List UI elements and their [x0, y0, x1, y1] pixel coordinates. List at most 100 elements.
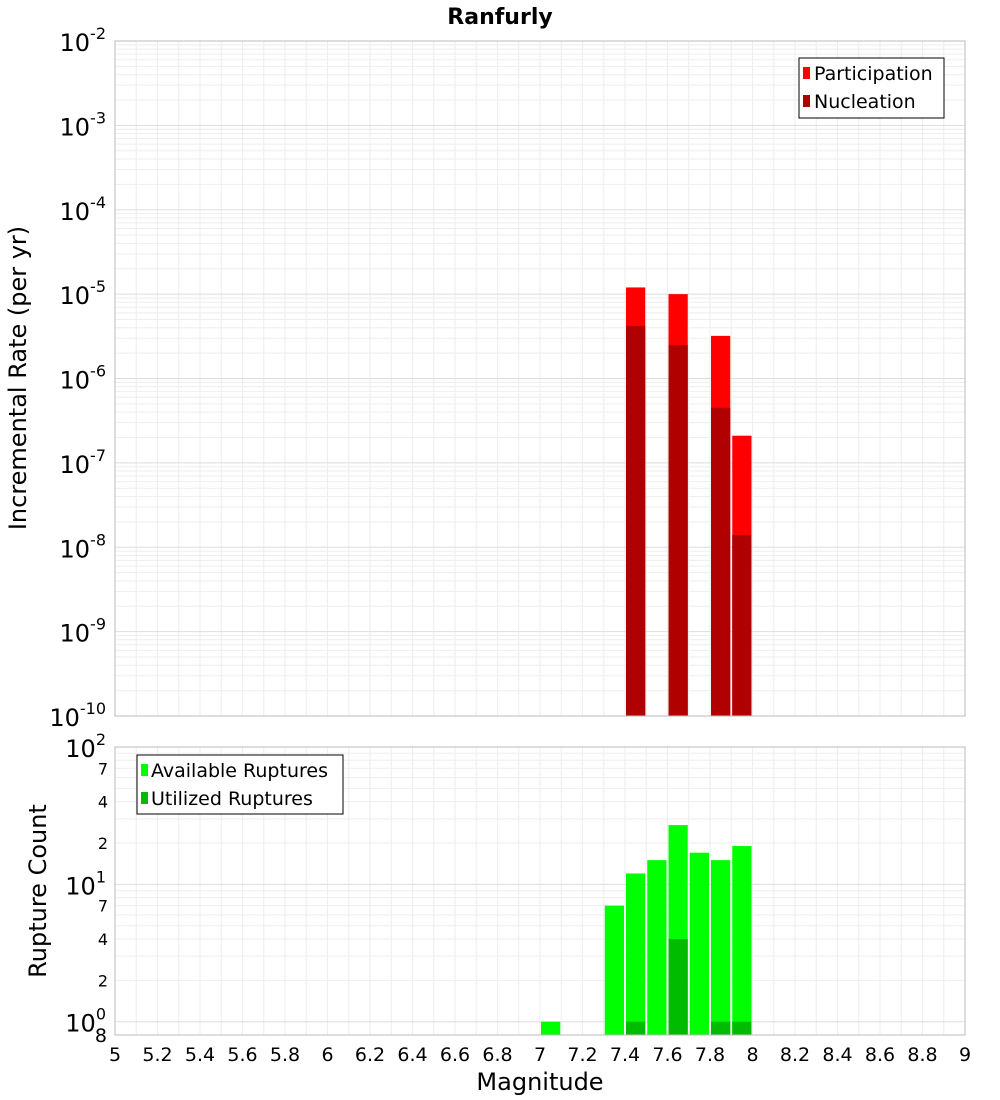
- top-y-tick-3-base: 10: [60, 451, 91, 479]
- top-y-tick-3-exponent: -7: [90, 446, 106, 465]
- top-y-tick-8-exponent: -2: [90, 24, 106, 43]
- x-tick-2: 5.4: [185, 1044, 215, 1066]
- bottom-y-minor-tick-6: 7: [98, 759, 108, 778]
- top-legend: Participation Nucleation: [798, 57, 945, 119]
- x-ticks: 5 5.2 5.4 5.6 5.8 6 6.2 6.4 6.6 6.8 7 7.2 7.4 7.6 7.8 8…: [109, 1044, 971, 1066]
- top-y-tick-4: 10-6: [60, 362, 107, 395]
- x-tick-1: 5.2: [142, 1044, 172, 1066]
- x-tick-0: 5: [109, 1044, 121, 1066]
- x-tick-15: 8: [746, 1044, 758, 1066]
- top-y-tick-8: 10-2: [60, 24, 107, 57]
- bottom-y-minor-tick-0: 8: [95, 1025, 107, 1047]
- bottom-y-tick-2-base: 10: [65, 735, 96, 763]
- legend-swatch-participation: [803, 67, 810, 79]
- x-tick-9: 6.8: [482, 1044, 512, 1066]
- x-tick-8: 6.6: [440, 1044, 470, 1066]
- legend-swatch-available: [141, 764, 148, 776]
- legend-label-participation: Participation: [814, 63, 933, 85]
- bar-available-ruptures-6: [711, 860, 731, 1035]
- top-y-tick-6: 10-4: [60, 193, 107, 226]
- x-tick-7: 6.4: [397, 1044, 427, 1066]
- top-y-tick-0: 10-10: [49, 699, 106, 732]
- top-plot-frame: [114, 40, 966, 717]
- bar-utilized-ruptures-1: [668, 939, 688, 1035]
- bottom-y-tick-2-exponent: 2: [96, 730, 106, 749]
- top-y-tick-5-exponent: -5: [90, 277, 106, 296]
- top-y-tick-3: 10-7: [60, 446, 107, 479]
- x-tick-16: 8.2: [780, 1044, 810, 1066]
- x-tick-3: 5.6: [227, 1044, 257, 1066]
- bar-utilized-ruptures-2: [711, 1021, 731, 1035]
- top-y-tick-7-exponent: -3: [90, 108, 106, 127]
- top-y-tick-6-base: 10: [60, 198, 91, 226]
- legend-label-nucleation: Nucleation: [814, 91, 916, 113]
- x-tick-12: 7.4: [610, 1044, 640, 1066]
- legend-swatch-nucleation: [803, 95, 810, 107]
- bottom-grid: [115, 747, 965, 1035]
- top-y-tick-1: 10-9: [60, 615, 107, 648]
- bottom-y-minor-tick-4: 2: [98, 834, 108, 853]
- x-tick-19: 8.8: [907, 1044, 937, 1066]
- x-tick-4: 5.8: [270, 1044, 300, 1066]
- bottom-y-tick-1: 101: [65, 867, 106, 900]
- bar-available-ruptures-7: [732, 846, 752, 1035]
- bar-available-ruptures-2: [626, 873, 646, 1035]
- top-y-tick-1-exponent: -9: [90, 615, 106, 634]
- bar-available-ruptures-0: [541, 1021, 561, 1035]
- legend-swatch-utilized: [141, 792, 148, 804]
- top-y-tick-4-exponent: -6: [90, 362, 106, 381]
- x-tick-13: 7.6: [652, 1044, 682, 1066]
- bottom-plot-frame: [114, 746, 966, 1036]
- bottom-y-tick-1-exponent: 1: [96, 867, 106, 886]
- bottom-legend: Available Ruptures Utilized Ruptures: [136, 754, 344, 815]
- top-y-tick-0-base: 10: [49, 704, 80, 732]
- bar-available-ruptures-3: [647, 860, 667, 1035]
- bottom-y-axis-label: Rupture Count: [24, 804, 52, 978]
- top-bars: [626, 287, 752, 716]
- top-y-tick-6-exponent: -4: [90, 193, 106, 212]
- top-y-tick-2: 10-8: [60, 530, 107, 563]
- top-y-tick-0-exponent: -10: [80, 699, 106, 718]
- x-tick-5: 6: [321, 1044, 333, 1066]
- bottom-y-tick-0-exponent: 0: [96, 1005, 106, 1024]
- x-tick-10: 7: [534, 1044, 546, 1066]
- bottom-y-tick-0-base: 10: [65, 1010, 96, 1038]
- bar-nucleation-0: [626, 325, 646, 716]
- bottom-y-minor-tick-2: 4: [98, 930, 108, 949]
- bar-nucleation-3: [732, 534, 752, 716]
- x-axis-label: Magnitude: [476, 1068, 603, 1096]
- top-legend-box: [798, 57, 945, 119]
- bar-available-ruptures-5: [689, 852, 709, 1035]
- top-y-tick-8-base: 10: [60, 29, 91, 57]
- bar-nucleation-1: [668, 344, 688, 716]
- top-y-tick-5: 10-5: [60, 277, 107, 310]
- top-y-tick-2-base: 10: [60, 535, 91, 563]
- top-grid: [115, 41, 965, 716]
- top-y-tick-1-base: 10: [60, 620, 91, 648]
- bottom-y-minor-tick-5: 4: [98, 793, 108, 812]
- bottom-y-tick-2: 102: [65, 730, 106, 763]
- bar-available-ruptures-1: [604, 905, 624, 1035]
- top-y-axis-label: Incremental Rate (per yr): [4, 226, 32, 530]
- x-tick-20: 9: [959, 1044, 971, 1066]
- bottom-legend-box: [136, 754, 344, 815]
- bottom-y-minor-tick-1: 2: [98, 971, 108, 990]
- top-y-tick-5-base: 10: [60, 282, 91, 310]
- bar-utilized-ruptures-0: [626, 1021, 646, 1035]
- bar-nucleation-2: [711, 407, 731, 716]
- top-y-tick-4-base: 10: [60, 367, 91, 395]
- legend-label-utilized: Utilized Ruptures: [151, 788, 313, 810]
- x-tick-17: 8.4: [822, 1044, 852, 1066]
- x-tick-6: 6.2: [355, 1044, 385, 1066]
- bottom-y-tick-0: 100: [65, 1005, 106, 1038]
- legend-label-available: Available Ruptures: [151, 760, 328, 782]
- top-y-tick-7: 10-3: [60, 108, 107, 141]
- bottom-bars: [541, 825, 752, 1035]
- bar-utilized-ruptures-3: [732, 1021, 752, 1035]
- bottom-y-tick-1-base: 10: [65, 872, 96, 900]
